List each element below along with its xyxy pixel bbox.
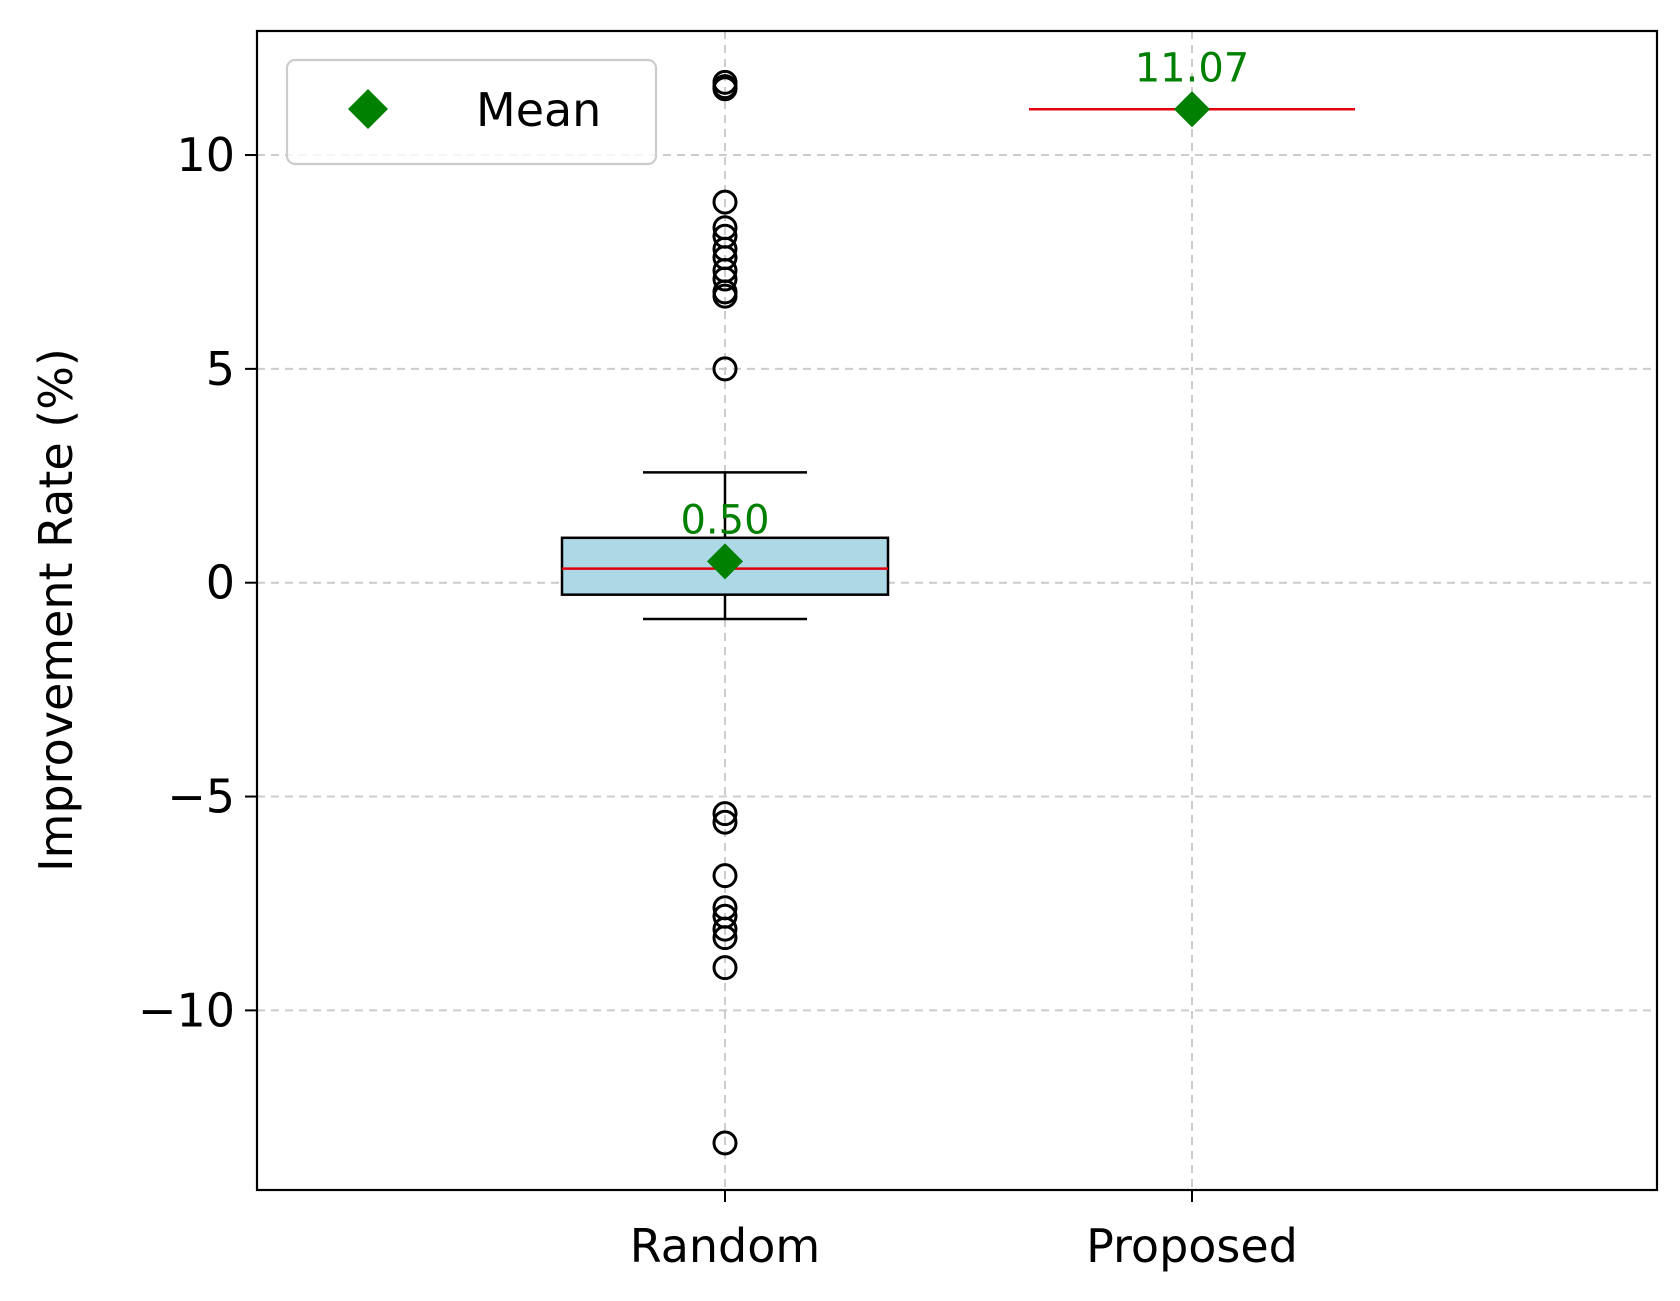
y-tick-label: −10 [138, 983, 235, 1037]
legend: Mean [285, 58, 658, 166]
outlier-point [712, 76, 738, 102]
mean-value-label: 11.07 [1135, 45, 1250, 91]
grid-lines [257, 31, 1657, 1190]
outlier-point [712, 266, 738, 292]
outlier-point [712, 1130, 738, 1156]
y-tick-label: 5 [206, 342, 235, 396]
y-tick-label: 10 [176, 128, 235, 182]
outlier-point [712, 356, 738, 382]
y-axis-label: Improvement Rate (%) [29, 348, 83, 872]
y-tick-label: −5 [167, 770, 235, 824]
legend-entry-mean: Mean [476, 83, 601, 137]
outlier-point [712, 189, 738, 215]
outlier-point [712, 925, 738, 951]
outlier-point [712, 955, 738, 981]
outlier-point [712, 916, 738, 942]
boxes [560, 69, 1355, 1156]
y-tick-label: 0 [206, 556, 235, 610]
outlier-point [712, 809, 738, 835]
outlier-point [712, 863, 738, 889]
x-tick-label: Proposed [1086, 1219, 1298, 1273]
mean-marker [707, 543, 743, 580]
mean-marker [1174, 91, 1210, 128]
legend-mean-diamond-icon [348, 89, 388, 129]
box-random [560, 69, 890, 1156]
outlier-point [712, 801, 738, 827]
means: 0.50 11.07 [680, 45, 1250, 580]
mean-value-label: 0.50 [680, 497, 769, 543]
plot-area-frame [255, 29, 1659, 1192]
legend-frame [285, 58, 658, 166]
outlier-point [712, 283, 738, 309]
x-tick-label: Random [630, 1219, 820, 1273]
axis-ticks: −10 −5 0 5 10 Random Proposed [138, 128, 1298, 1273]
